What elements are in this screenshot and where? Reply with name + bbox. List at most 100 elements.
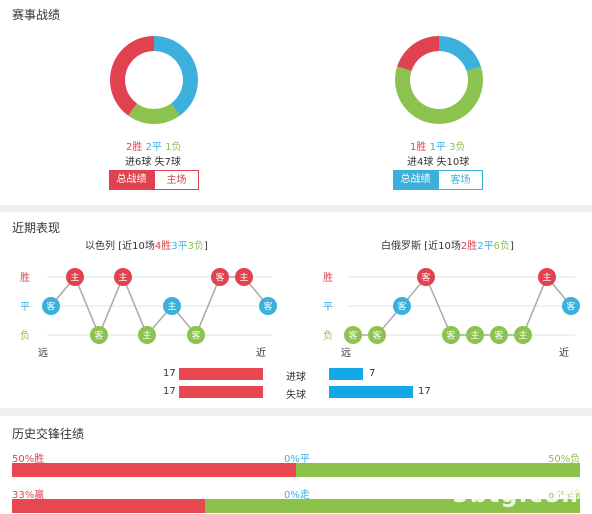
right-conceded-value: 17 <box>418 386 431 397</box>
right-summary-post: ] <box>509 241 514 252</box>
right-win-count: 1胜 <box>410 142 427 153</box>
right-tab-away[interactable]: 客场 <box>438 170 483 190</box>
right-form-axis-label-w: 胜 <box>323 272 333 284</box>
right-scored-value: 7 <box>369 368 376 379</box>
right-form-venue-label: 主 <box>542 272 551 284</box>
h2hRow2-segment-lose <box>205 499 580 513</box>
right-form-result-dot <box>562 297 580 315</box>
left-form-far-label: 远 <box>38 347 48 359</box>
left-form-venue-label: 客 <box>215 272 224 284</box>
left-win-count: 2胜 <box>126 142 143 153</box>
h2hRow1-segment-lose <box>296 463 580 477</box>
left-form-result-dot <box>114 268 132 286</box>
left-summary-win: 4胜 <box>154 241 172 252</box>
left-goals: 进6球 失7球 <box>125 157 181 168</box>
left-form-result-dot <box>90 326 108 344</box>
right-form-venue-label: 主 <box>470 330 479 342</box>
left-lose-count: 1负 <box>165 142 182 153</box>
h2h-win-pct: 50%胜 <box>12 454 45 465</box>
right-record-stats: 1胜 1平 3负 <box>410 138 466 153</box>
left-form-result-dot <box>187 326 205 344</box>
recent-form-title: 近期表现 <box>12 221 61 235</box>
left-form-venue-label: 客 <box>46 301 55 313</box>
left-team-summary: 以色列 [近10场4胜3平3负] <box>85 237 208 252</box>
left-form-venue-label: 主 <box>118 272 127 284</box>
right-team-summary: 白俄罗斯 [近10场2胜2平6负] <box>381 237 514 252</box>
left-donut-slice-lose <box>128 103 180 125</box>
right-summary-win: 2胜 <box>460 241 478 252</box>
right-summary-draw: 2平 <box>477 241 494 252</box>
h2hRow2-segment-win <box>12 499 206 513</box>
h2hRow1-segment-win <box>12 463 296 477</box>
watermark: 5btg.com <box>452 480 588 508</box>
h2h-handicap-bar <box>12 499 580 513</box>
left-form-result-dot <box>163 297 181 315</box>
left-summary-draw: 3平 <box>171 241 188 252</box>
right-form-result-dot <box>466 326 484 344</box>
left-form-near-label: 近 <box>256 346 266 359</box>
left-scored-bar <box>179 368 263 380</box>
right-summary-pre: [近10场 <box>424 241 461 252</box>
right-form-result-dot <box>442 326 460 344</box>
right-donut-slice-lose <box>395 66 483 125</box>
left-form-venue-label: 客 <box>263 301 272 313</box>
left-form-venue-label: 主 <box>70 272 79 284</box>
record-title: 赛事战绩 <box>12 8 61 22</box>
right-summary-lose: 6负 <box>493 241 510 252</box>
right-form-far-label: 远 <box>341 347 351 359</box>
right-scored-bar <box>329 368 364 380</box>
left-form-axis-label-l: 负 <box>20 329 30 342</box>
h2h-handicap-win-pct: 33%赢 <box>12 490 45 501</box>
right-form-result-dot <box>417 268 435 286</box>
right-form-result-dot <box>344 326 362 344</box>
left-form-venue-label: 主 <box>239 272 248 284</box>
recent-form-panel: 近期表现 以色列 [近10场4胜3平3负] 白俄罗斯 [近10场2胜2平6负] … <box>0 212 592 408</box>
left-form-axis-label-d: 平 <box>20 302 30 313</box>
left-tab-overall[interactable]: 总战绩 <box>109 170 154 190</box>
left-donut-slice-win <box>110 36 154 116</box>
left-draw-count: 2平 <box>145 142 162 153</box>
left-tab-home[interactable]: 主场 <box>154 170 199 190</box>
right-form-result-dot <box>514 326 532 344</box>
left-summary-post: ] <box>203 241 208 252</box>
right-form-venue-label: 客 <box>348 330 357 342</box>
left-summary-lose: 3负 <box>187 241 204 252</box>
record-panel: 赛事战绩 2胜 2平 1负 进6球 失7球 总战绩 主场 1胜 1平 3负 进4… <box>0 0 592 205</box>
right-form-chart: 胜平负客客客客客主客主主客远近 <box>323 268 580 359</box>
left-form-chart: 胜平负客主客主主主客客 主客远近 <box>20 268 277 359</box>
left-scored-value: 17 <box>163 368 176 379</box>
h2h-lose-pct: 50%负 <box>548 454 581 465</box>
right-goals: 进4球 失10球 <box>407 157 470 168</box>
right-form-venue-label: 客 <box>446 330 455 342</box>
right-form-result-dot <box>393 297 411 315</box>
right-team-name: 白俄罗斯 <box>381 241 421 252</box>
head-to-head-title: 历史交锋往绩 <box>12 427 85 441</box>
left-form-result-dot <box>259 297 277 315</box>
left-record-donut <box>110 36 198 125</box>
left-record-stats: 2胜 2平 1负 <box>126 138 182 153</box>
right-form-venue-label: 客 <box>494 330 503 342</box>
right-form-axis-label-l: 负 <box>323 329 333 342</box>
left-form-axis-label-w: 胜 <box>20 272 30 284</box>
left-form-result-dot <box>42 297 60 315</box>
right-conceded-bar <box>329 386 413 398</box>
left-summary-pre: [近10场 <box>118 241 155 252</box>
left-conceded-bar <box>179 386 263 398</box>
right-form-result-dot <box>538 268 556 286</box>
left-form-venue-label: 客 <box>94 330 103 342</box>
right-donut-slice-draw <box>439 36 481 72</box>
left-form-result-dot <box>211 268 229 286</box>
left-conceded-value: 17 <box>163 386 176 397</box>
right-form-venue-label: 主 <box>518 330 527 342</box>
right-form-result-dot <box>490 326 508 344</box>
right-draw-count: 1平 <box>429 142 446 153</box>
left-team-name: 以色列 <box>85 241 115 252</box>
right-donut-slice-win <box>397 36 439 72</box>
conceded-label: 失球 <box>286 390 306 401</box>
left-form-venue-label: 主 <box>167 301 176 313</box>
right-form-venue-label: 客 <box>566 301 575 313</box>
right-form-venue-label: 客 <box>372 330 381 342</box>
right-form-result-dot <box>368 326 386 344</box>
left-donut-slice-draw <box>154 36 198 116</box>
right-tab-overall[interactable]: 总战绩 <box>393 170 438 190</box>
